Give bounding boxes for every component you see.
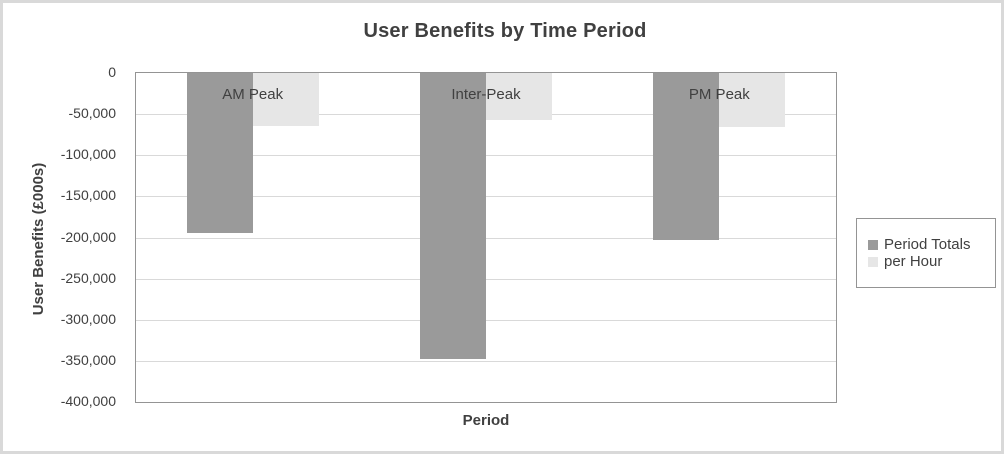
category-label-am-peak: AM Peak (222, 86, 284, 103)
legend-swatch-icon (868, 256, 878, 267)
y-axis-tick-label: -150,000 (60, 187, 116, 204)
legend-item-period-totals: Period Totals (868, 236, 995, 253)
legend: Period Totals per Hour (856, 218, 996, 288)
y-axis-tick-label: -200,000 (60, 228, 116, 245)
legend-items: Period Totals per Hour (868, 236, 995, 270)
gridline (136, 237, 836, 239)
x-axis-title: Period (462, 412, 510, 429)
bar-per-hour-am-peak (252, 73, 319, 126)
gridline (136, 360, 836, 362)
category-label-pm-peak: PM Peak (688, 86, 750, 103)
gridline (136, 155, 836, 157)
bar-period-totals-am-peak (186, 73, 253, 233)
y-axis-tick-label: -300,000 (60, 310, 116, 327)
gridline (136, 319, 836, 321)
gridline (136, 196, 836, 198)
y-axis-tick-label: -100,000 (60, 146, 116, 163)
y-axis-tick-label: -400,000 (60, 393, 116, 409)
legend-label: Period Totals (884, 236, 971, 253)
chart-title: User Benefits by Time Period (363, 20, 647, 42)
y-axis-tick-label: 0 (108, 64, 116, 80)
y-axis-tick-label: -250,000 (60, 269, 116, 286)
y-axis-tick-label: -350,000 (60, 351, 116, 368)
legend-item-per-hour: per Hour (868, 253, 995, 270)
legend-label: per Hour (884, 253, 943, 270)
plot-area: AM Peak Inter-Peak PM Peak (135, 72, 837, 403)
y-axis-tick-labels: 0 -50,000 -100,000 -150,000 -200,000 -250,000… (3, 64, 116, 409)
bar-per-hour-pm-peak (719, 73, 786, 128)
bar-per-hour-inter-peak (486, 73, 552, 120)
gridline (136, 278, 836, 280)
bar-period-totals-inter-peak (420, 73, 486, 360)
legend-swatch-icon (868, 239, 878, 250)
category-label-inter-peak: Inter-Peak (451, 86, 521, 103)
bar-period-totals-pm-peak (653, 73, 720, 240)
y-axis-tick-label: -50,000 (68, 105, 116, 122)
